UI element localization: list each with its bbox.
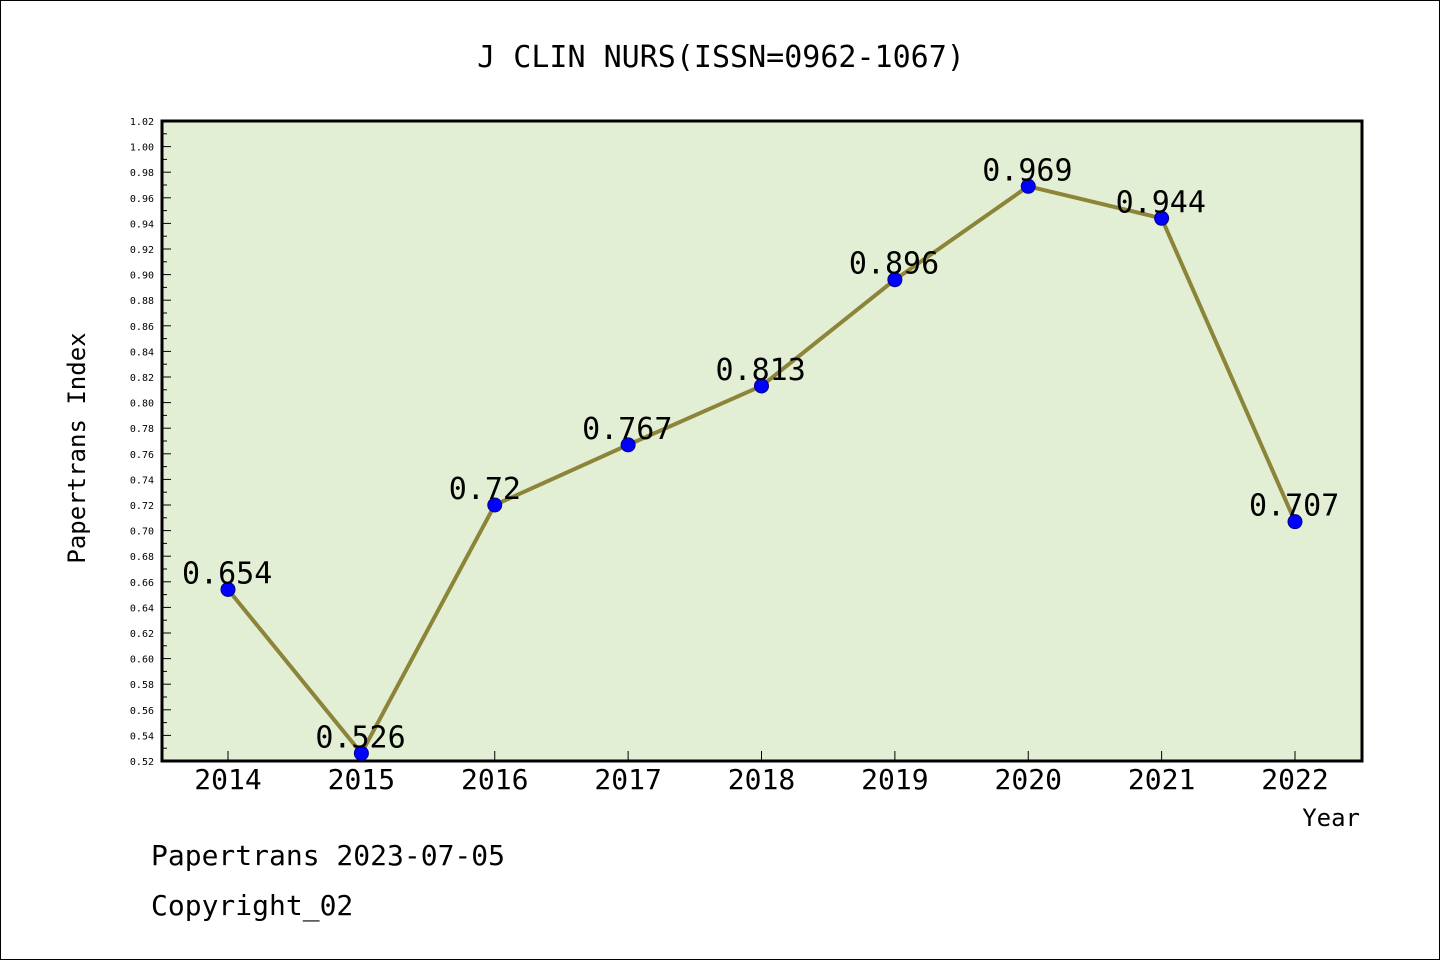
y-tick-label: 0.88 xyxy=(130,296,154,307)
y-tick-label: 0.96 xyxy=(130,194,154,205)
data-label: 0.526 xyxy=(315,720,405,755)
y-tick-label: 0.84 xyxy=(130,347,154,358)
data-label: 0.767 xyxy=(582,412,672,447)
y-tick-label: 0.52 xyxy=(130,757,154,768)
chart-title: J CLIN NURS(ISSN=0962-1067) xyxy=(477,40,965,75)
x-tick-label: 2022 xyxy=(1261,763,1328,796)
x-tick-label: 2021 xyxy=(1128,763,1195,796)
data-point xyxy=(1154,210,1170,226)
y-tick-label: 0.66 xyxy=(130,578,154,589)
y-tick-label: 0.70 xyxy=(130,527,154,538)
plot-area xyxy=(160,119,1364,763)
y-tick-label: 0.94 xyxy=(130,219,154,230)
y-tick-label: 0.72 xyxy=(130,501,154,512)
data-label: 0.707 xyxy=(1249,489,1339,524)
data-label: 0.944 xyxy=(1116,185,1206,220)
data-label: 0.72 xyxy=(449,472,521,507)
y-tick-label: 0.82 xyxy=(130,373,154,384)
y-tick-label: 0.62 xyxy=(130,629,154,640)
y-tick-label: 1.00 xyxy=(130,143,154,154)
x-axis: 2014 2015 2016 2017 2018 2019 2020 2021 2022 xyxy=(194,751,1329,796)
y-tick-label: 0.64 xyxy=(130,603,154,614)
data-label: 0.654 xyxy=(182,556,272,591)
data-label: 0.969 xyxy=(982,153,1072,188)
data-label: 0.813 xyxy=(716,353,806,388)
y-tick-label: 0.80 xyxy=(130,399,154,410)
y-tick-label: 1.02 xyxy=(130,117,154,128)
y-tick-label: 0.90 xyxy=(130,271,154,282)
y-axis-label: Papertrans Index xyxy=(63,332,91,563)
y-axis: 0.52 0.54 0.56 0.58 0.60 0.62 0.64 0.66 0.68 0.70… xyxy=(130,117,171,768)
y-tick-label: 0.60 xyxy=(130,655,154,666)
y-tick-label: 0.68 xyxy=(130,552,154,563)
x-tick-label: 2015 xyxy=(328,763,395,796)
data-point xyxy=(220,581,236,597)
y-tick-label: 0.54 xyxy=(130,731,154,742)
x-tick-label: 2014 xyxy=(194,763,261,796)
y-tick-label: 0.56 xyxy=(130,706,154,717)
x-tick-label: 2019 xyxy=(861,763,928,796)
y-tick-label: 0.58 xyxy=(130,680,154,691)
data-point xyxy=(754,378,769,394)
x-tick-label: 2020 xyxy=(995,763,1062,796)
data-point xyxy=(1287,514,1303,530)
y-tick-label: 0.98 xyxy=(130,168,154,179)
data-point xyxy=(887,272,903,288)
y-tick-label: 0.78 xyxy=(130,424,154,435)
data-point xyxy=(353,745,369,761)
data-point xyxy=(487,497,503,513)
x-tick-label: 2017 xyxy=(594,763,661,796)
x-tick-label: 2018 xyxy=(728,763,795,796)
series-layer: 0.654 0.526 0.72 0.767 0.813 0.896 0.969 0.944 0… xyxy=(182,153,1339,761)
footer-date: Papertrans 2023-07-05 xyxy=(151,839,505,872)
x-tick-label: 2016 xyxy=(461,763,528,796)
y-tick-label: 0.76 xyxy=(130,450,154,461)
y-tick-label: 0.74 xyxy=(130,475,154,486)
x-axis-label: Year xyxy=(1302,804,1360,832)
y-tick-label: 0.86 xyxy=(130,322,154,333)
y-tick-label: 0.92 xyxy=(130,245,154,256)
footer-copyright: Copyright_02 xyxy=(151,889,353,923)
data-point xyxy=(620,437,636,453)
data-label: 0.896 xyxy=(849,247,939,282)
data-point xyxy=(1020,178,1036,194)
